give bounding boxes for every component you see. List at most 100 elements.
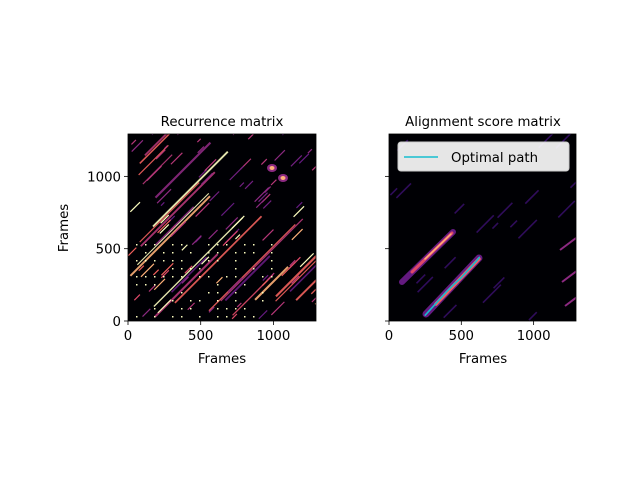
recurrence-streak: [236, 302, 242, 308]
recurrence-streak: [235, 234, 241, 240]
recurrence-dot: [199, 276, 201, 278]
recurrence-dot: [190, 308, 192, 310]
recurrence-streak: [262, 229, 274, 241]
recurrence-streak: [138, 144, 169, 176]
recurrence-dot: [271, 260, 273, 262]
legend: Optimal path: [397, 141, 570, 172]
recurrence-streak: [274, 149, 286, 161]
recurrence-dot: [208, 276, 210, 278]
recurrence-dot: [226, 316, 228, 318]
recurrence-dot: [145, 276, 147, 278]
recurrence-dot: [181, 268, 183, 270]
recurrence-dot: [145, 284, 147, 286]
recurrence-streak: [153, 278, 166, 291]
recurrence-streak: [157, 299, 172, 314]
recurrence-dot: [172, 276, 174, 278]
recurrence-dot: [271, 276, 273, 278]
x-tick-label: 1000: [256, 329, 290, 344]
recurrence-dot: [136, 324, 138, 326]
recurrence-matrix-title: Recurrence matrix: [161, 115, 284, 130]
recurrence-streak: [187, 302, 196, 311]
recurrence-dot: [172, 324, 174, 326]
recurrence-streak: [227, 277, 243, 293]
recurrence-streak: [247, 134, 254, 140]
score-streak: [561, 270, 576, 283]
score-streak: [417, 276, 434, 293]
recurrence-streak: [152, 150, 229, 228]
recurrence-dot: [235, 292, 237, 294]
recurrence-dot: [136, 244, 138, 246]
score-streak: [528, 311, 538, 321]
recurrence-streak: [140, 171, 216, 247]
optimal-path-line: [424, 256, 481, 317]
recurrence-dot: [271, 252, 273, 254]
legend-label-optimal-path: Optimal path: [451, 151, 538, 166]
recurrence-streak: [264, 186, 272, 194]
recurrence-streak: [170, 152, 183, 165]
recurrence-dot: [145, 252, 147, 254]
recurrence-dot: [181, 308, 183, 310]
legend-box: [397, 141, 570, 172]
recurrence-streak: [291, 275, 300, 284]
score-streak: [564, 296, 576, 307]
recurrence-streak: [231, 313, 238, 320]
recurrence-streak: [270, 301, 285, 316]
recurrence-streak: [129, 201, 141, 213]
recurrence-streak: [275, 254, 316, 298]
recurrence-dot: [217, 260, 219, 262]
recurrence-dot: [172, 252, 174, 254]
score-streak: [482, 284, 502, 304]
recurrence-dot: [163, 252, 165, 254]
recurrence-matrix-frame: [127, 133, 317, 322]
recurrence-streak: [170, 225, 176, 231]
recurrence-dot: [262, 300, 264, 302]
recurrence-streak: [258, 309, 268, 320]
recurrence-streak: [290, 155, 303, 167]
recurrence-dot: [217, 244, 219, 246]
recurrence-dot: [190, 268, 192, 270]
score-streak: [569, 181, 576, 189]
recurrence-streak: [220, 202, 235, 217]
recurrence-streak: [128, 247, 137, 257]
recurrence-streak: [160, 214, 170, 224]
score-streak: [443, 304, 458, 319]
recurrence-streak: [154, 141, 212, 199]
recurrence-matrix-background: [128, 134, 316, 321]
recurrence-dot: [253, 316, 255, 318]
recurrence-streak: [181, 244, 188, 251]
recurrence-dot: [190, 324, 192, 326]
recurrence-dot: [145, 260, 147, 262]
recurrence-streak: [289, 264, 316, 292]
recurrence-dot: [253, 252, 255, 254]
score-ridge: [424, 233, 452, 260]
recurrence-streak: [159, 224, 170, 234]
recurrence-dot: [172, 316, 174, 318]
recurrence-streak: [146, 165, 162, 182]
alignment-score-axes: 0 500 1000: [385, 175, 551, 344]
recurrence-blob: [269, 166, 275, 170]
recurrence-streak: [208, 223, 296, 312]
recurrence-dot: [244, 244, 246, 246]
recurrence-matrix-heatmap: [128, 134, 316, 326]
recurrence-streak: [282, 134, 285, 136]
recurrence-dot: [181, 316, 183, 318]
recurrence-dot: [145, 244, 147, 246]
recurrence-streak: [231, 215, 245, 229]
recurrence-streak: [298, 153, 310, 164]
recurrence-streak: [266, 272, 275, 281]
recurrence-streak: [197, 146, 205, 154]
recurrence-streak: [288, 256, 301, 270]
recurrence-streak: [139, 134, 171, 164]
recurrence-streak: [239, 182, 245, 188]
recurrence-streak: [153, 217, 244, 307]
recurrence-dot: [208, 252, 210, 254]
recurrence-dot: [217, 300, 219, 302]
recurrence-dot: [154, 316, 156, 318]
recurrence-streak: [144, 134, 168, 156]
recurrence-streak: [310, 288, 316, 295]
recurrence-dot: [226, 308, 228, 310]
score-streak: [517, 219, 538, 239]
recurrence-dot: [235, 300, 237, 302]
recurrence-streak: [222, 230, 238, 247]
